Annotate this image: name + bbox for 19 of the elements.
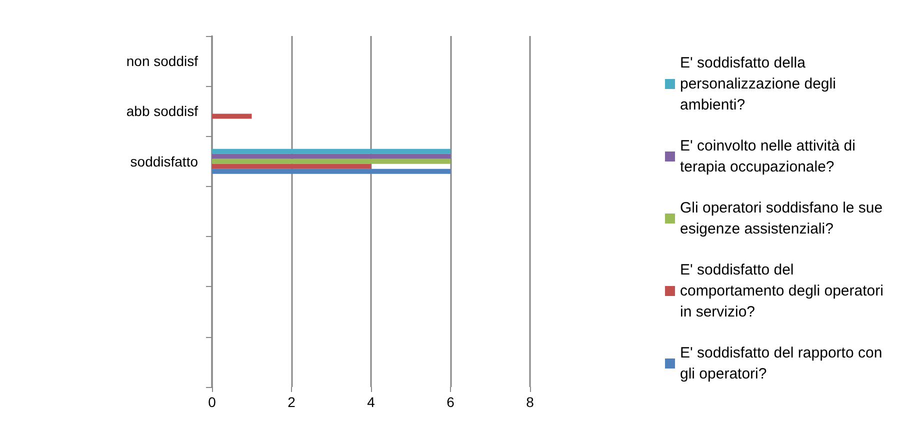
bar <box>212 168 450 174</box>
y-tick-label: soddisfatto <box>130 153 198 170</box>
bar <box>212 164 371 169</box>
legend-label: E' soddisfatto del rapporto con gli operatori? <box>680 344 886 382</box>
y-tick-label: non soddisf <box>126 53 198 70</box>
x-tick-label: 8 <box>526 394 534 410</box>
x-tick-label: 0 <box>208 394 216 410</box>
legend-label: E' coinvolto nelle attività di terapia occupazionale? <box>680 138 860 176</box>
legend-label: Gli operatori soddisfano le sue esigenze assistenziali? <box>680 200 887 238</box>
x-tick-label: 4 <box>367 394 376 410</box>
x-tick-label: 6 <box>446 394 455 410</box>
bar <box>212 154 450 159</box>
x-tick-label: 2 <box>288 394 296 410</box>
bar <box>212 158 450 164</box>
bar <box>212 114 252 119</box>
bar <box>212 148 450 154</box>
legend-label: E' soddisfatto della personalizzazione degli ambienti? <box>680 54 840 114</box>
y-tick-label: abb soddisf <box>126 103 198 120</box>
legend-label: E' soddisfatto del comportamento degli operatori in servizio? <box>680 262 888 320</box>
